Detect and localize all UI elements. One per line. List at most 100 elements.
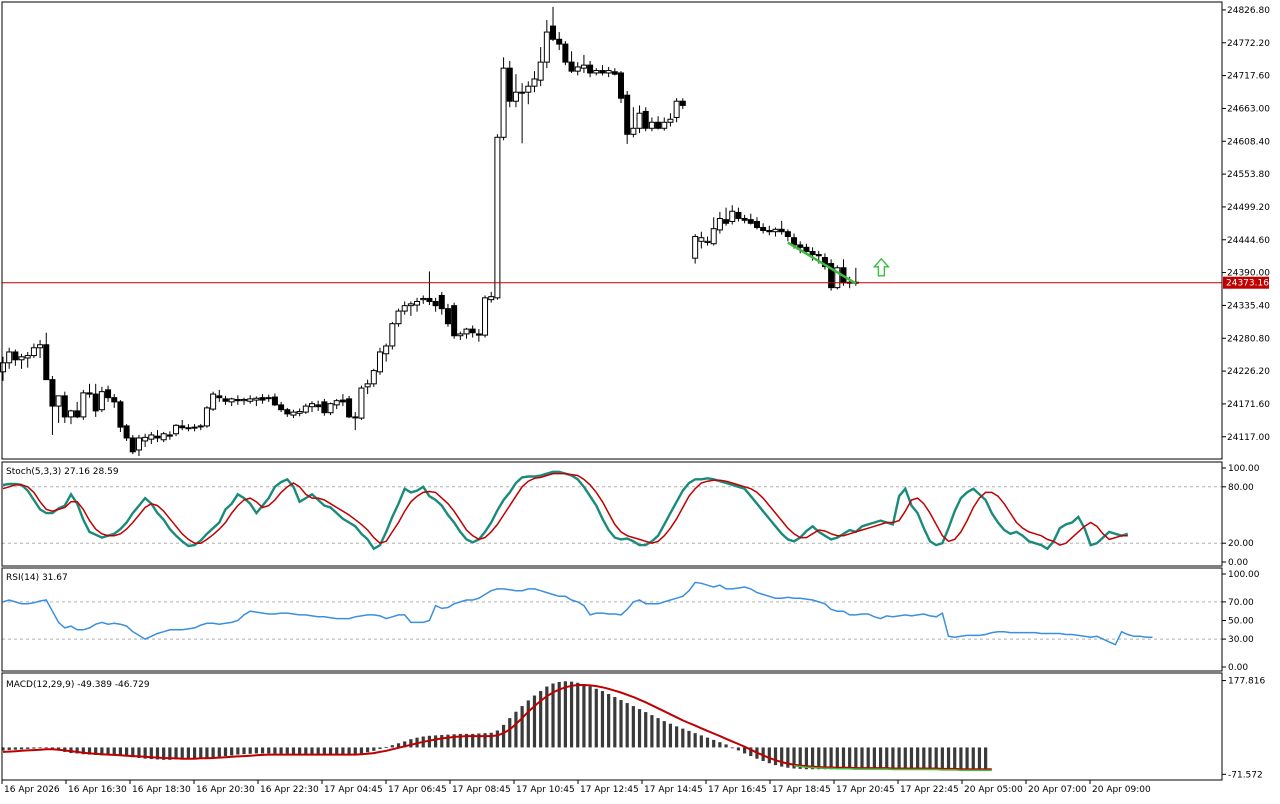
macd-histogram-bar — [576, 682, 580, 748]
macd-histogram-bar — [501, 724, 506, 748]
bullish-candle — [173, 424, 180, 435]
bullish-candle — [364, 383, 371, 388]
macd-histogram-bar — [631, 706, 635, 748]
macd-histogram-bar — [192, 747, 197, 759]
bullish-candle — [772, 228, 779, 233]
bullish-candle — [500, 67, 507, 138]
bearish-candle — [259, 397, 266, 401]
stochastic-panel: Stoch(5,3,3) 27.16 28.59 100.00 80.00 20.0… — [2, 464, 1260, 568]
macd-histogram-bar — [106, 747, 110, 756]
macd-histogram-bar — [471, 733, 475, 748]
macd-histogram-bar — [928, 747, 932, 770]
buy-signal-arrow-icon — [872, 257, 890, 277]
bullish-candle — [537, 61, 544, 81]
macd-histogram-bar — [440, 735, 444, 748]
macd-histogram-bar — [248, 747, 252, 754]
bearish-candle — [154, 435, 161, 439]
macd-histogram-bar — [607, 694, 611, 748]
bullish-candle — [673, 100, 680, 118]
current-price-label-box — [1223, 276, 1269, 289]
macd-histogram-bar — [149, 747, 153, 760]
macd-histogram-bar — [582, 684, 586, 748]
bearish-candle — [815, 254, 822, 257]
macd-histogram-bar — [495, 730, 499, 748]
bearish-candle — [166, 434, 173, 437]
time-axis-tick-label: 17 Apr 22:45 — [900, 785, 959, 795]
macd-histogram-bar — [44, 747, 48, 749]
macd-histogram-bar — [965, 747, 969, 770]
macd-histogram-bar — [563, 681, 567, 748]
time-axis-tick-label: 16 Apr 18:30 — [132, 785, 191, 795]
macd-histogram-bar — [922, 747, 926, 770]
macd-histogram-bar — [211, 747, 215, 758]
bullish-candle — [302, 405, 309, 413]
macd-histogram-bar — [780, 747, 784, 767]
bearish-candle — [809, 251, 816, 256]
macd-histogram-bar — [372, 747, 376, 751]
time-axis-tick-label: 16 Apr 16:30 — [68, 785, 127, 795]
rsi-axis-tick-label: 30.00 — [1228, 635, 1254, 645]
macd-histogram-bar — [959, 747, 963, 770]
bearish-candle — [92, 393, 99, 412]
macd-histogram-bar — [860, 747, 864, 770]
bearish-candle — [475, 333, 482, 336]
price-axis-tick-label: 24772.20 — [1227, 39, 1270, 49]
macd-histogram-bar — [260, 747, 265, 754]
bullish-candle — [185, 427, 192, 430]
stoch-axis-tick-label: 100.00 — [1228, 464, 1260, 474]
bearish-candle — [679, 100, 686, 106]
bearish-candle — [234, 398, 241, 402]
price-axis-tick-label: 24390.00 — [1227, 269, 1270, 279]
rsi-panel-frame — [1, 567, 1223, 672]
bullish-candle — [574, 66, 581, 72]
price-axis-tick-label: 24826.80 — [1227, 6, 1270, 16]
macd-histogram-bar — [347, 747, 351, 755]
price-axis-tick-label: 24608.40 — [1227, 137, 1270, 147]
macd-histogram-bar — [452, 734, 456, 748]
bullish-candle — [191, 426, 198, 429]
current-price-label: 24373.16 — [1226, 279, 1269, 289]
macd-histogram-bar — [285, 747, 289, 754]
macd-histogram-bar — [916, 747, 920, 770]
macd-histogram-bar — [217, 747, 221, 757]
macd-histogram-bar — [508, 718, 512, 748]
macd-histogram-bar — [551, 683, 555, 748]
macd-histogram-bar — [619, 700, 623, 748]
bullish-candle — [98, 391, 105, 411]
bullish-candle — [661, 121, 668, 129]
bullish-candle — [309, 403, 315, 408]
bullish-candle — [698, 237, 705, 242]
time-axis-tick-label: 17 Apr 06:45 — [388, 785, 447, 795]
price-axis-tick-label: 24717.60 — [1227, 72, 1270, 82]
bullish-candle — [135, 437, 142, 451]
bullish-candle — [729, 210, 736, 222]
macd-histogram-bar — [520, 706, 524, 748]
macd-histogram-bar — [304, 747, 308, 755]
macd-histogram-bar — [19, 747, 24, 750]
bullish-candle — [420, 297, 427, 301]
macd-histogram-bar — [829, 747, 833, 770]
macd-histogram-bar — [773, 747, 778, 766]
bearish-candle — [346, 398, 353, 418]
macd-histogram-bar — [409, 739, 413, 748]
macd-histogram-bar — [588, 686, 592, 748]
time-axis-tick-label: 17 Apr 18:45 — [772, 785, 831, 795]
bearish-candle — [278, 404, 285, 411]
macd-histogram-bar — [316, 747, 320, 755]
macd-histogram-bar — [341, 747, 345, 755]
bullish-candle — [593, 70, 600, 74]
price-axis-tick-label: 24499.20 — [1227, 203, 1270, 213]
macd-histogram-bar — [749, 747, 753, 757]
bullish-candle — [241, 398, 248, 402]
bullish-candle — [37, 344, 44, 349]
macd-histogram-bar — [310, 747, 314, 755]
bearish-candle — [271, 396, 278, 406]
price-axis-tick-label: 24335.40 — [1227, 301, 1270, 311]
macd-histogram-bar — [13, 747, 17, 750]
bearish-candle — [111, 397, 118, 403]
bullish-candle — [296, 410, 303, 414]
macd-histogram-bar — [810, 747, 815, 770]
macd-histogram-bar — [866, 747, 870, 770]
bearish-candle — [611, 71, 618, 75]
rsi-axis-tick-label: 50.00 — [1228, 617, 1254, 627]
